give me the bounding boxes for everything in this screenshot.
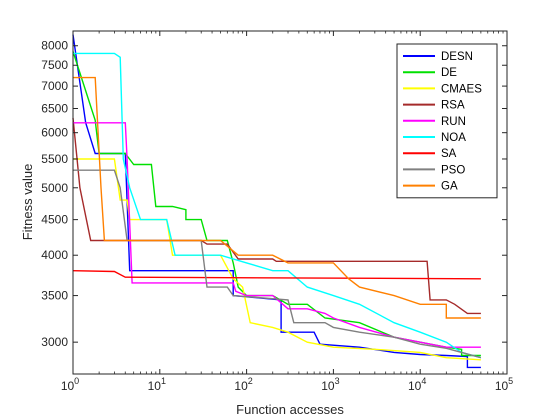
x-tick-label-base: 10 — [61, 379, 75, 393]
x-tick-label-base: 10 — [408, 379, 422, 393]
series-line-cmaes — [73, 158, 481, 361]
x-tick-label: 103 — [321, 376, 339, 393]
x-tick-label: 101 — [148, 376, 166, 393]
x-tick-label-exponent: 1 — [161, 376, 166, 386]
x-tick-label: 105 — [495, 376, 513, 393]
x-tick-label: 104 — [408, 376, 426, 393]
series-layer — [72, 34, 482, 369]
axes-box — [72, 30, 508, 375]
y-tick-label: 7500 — [41, 58, 68, 72]
y-tick-label: 4000 — [41, 248, 68, 262]
axes-layer — [72, 30, 508, 375]
series-line-ga — [73, 76, 481, 319]
legend-label-sa: SA — [441, 148, 457, 160]
y-tick-label: 5500 — [41, 152, 68, 166]
legend-label-cmaes: CMAES — [441, 83, 482, 95]
y-tick-label: 3000 — [41, 335, 68, 349]
y-tick-label: 5000 — [41, 181, 68, 195]
series-line-noa — [73, 52, 482, 359]
x-tick-label-exponent: 2 — [248, 376, 253, 386]
y-tick-label: 8000 — [41, 39, 68, 53]
legend-label-rsa: RSA — [441, 100, 465, 112]
legend-label-de: DE — [441, 67, 457, 79]
legend: DESN DE CMAES RSA RUN NOA SA PSO GA — [396, 43, 498, 199]
y-tick-label: 6500 — [41, 101, 68, 115]
x-tick-label-exponent: 0 — [74, 376, 79, 386]
x-tick-label-base: 10 — [321, 379, 335, 393]
x-tick-label-exponent: 5 — [508, 376, 513, 386]
x-tick-label: 102 — [234, 376, 252, 393]
y-tick-label: 4500 — [41, 213, 68, 227]
legend-label-desn: DESN — [441, 51, 473, 63]
legend-label-pso: PSO — [441, 164, 465, 176]
x-tick-label: 100 — [61, 376, 79, 393]
x-axis-title: Function accesses — [236, 402, 344, 417]
x-tick-label-exponent: 4 — [421, 376, 426, 386]
x-tick-label-base: 10 — [234, 379, 248, 393]
series-line-sa — [72, 270, 481, 280]
x-tick-label-exponent: 3 — [335, 376, 340, 386]
legend-label-noa: NOA — [441, 132, 466, 144]
y-tick-label: 6000 — [41, 126, 68, 140]
y-tick-label: 3500 — [41, 289, 68, 303]
y-tick-label: 7000 — [41, 79, 68, 93]
y-axis-title: Fitness value — [20, 164, 35, 241]
legend-label-run: RUN — [441, 116, 466, 128]
ticks-layer: 100 101 102 103 104 1053000350040004500500055… — [41, 31, 513, 393]
legend-label-ga: GA — [441, 181, 458, 193]
x-tick-label-base: 10 — [148, 379, 162, 393]
x-tick-label-base: 10 — [495, 379, 509, 393]
